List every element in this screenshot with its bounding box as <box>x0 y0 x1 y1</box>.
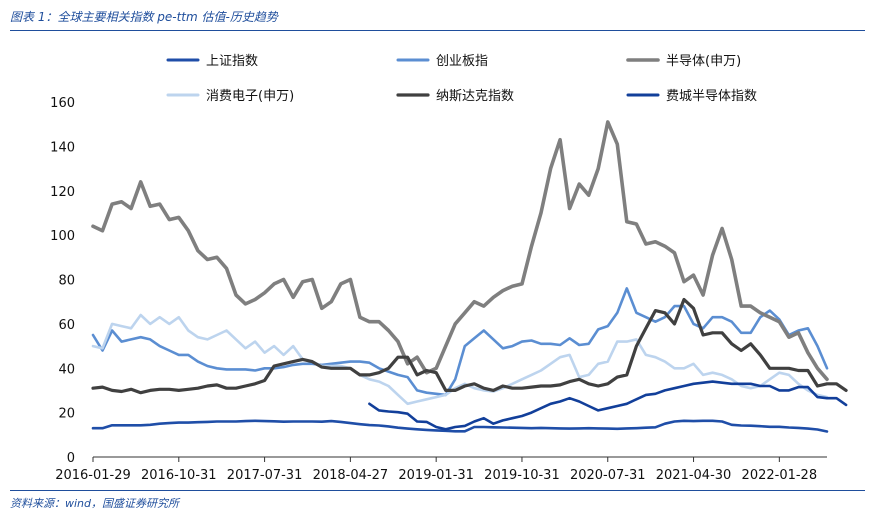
series-line-nasdaq <box>91 297 848 395</box>
legend-label: 半导体(申万) <box>666 54 741 69</box>
y-tick-label: 140 <box>50 140 75 155</box>
series-line-shanghai <box>91 419 829 433</box>
legend-label: 费城半导体指数 <box>666 89 757 104</box>
legend-item-chinext: 创业板指 <box>396 54 488 69</box>
x-tick-label: 2019-10-31 <box>484 468 560 483</box>
legend-item-shanghai: 上证指数 <box>166 54 258 69</box>
legend-label: 上证指数 <box>206 54 258 69</box>
y-tick-label: 80 <box>58 274 75 289</box>
series-line-chinext <box>91 287 829 397</box>
series-line-philadelphia-semi <box>368 380 848 431</box>
figure-title: 图表 1：全球主要相关指数 pe-ttm 估值-历史趋势 <box>10 10 278 24</box>
source-divider <box>10 490 865 491</box>
y-tick-label: 20 <box>58 407 75 422</box>
x-tick-label: 2016-10-31 <box>141 468 217 483</box>
x-tick-label: 2021-04-30 <box>656 468 732 483</box>
title-divider <box>10 30 865 31</box>
x-tick-label: 2016-01-29 <box>55 468 131 483</box>
legend-item-semiconductor: 半导体(申万) <box>626 54 741 69</box>
legend-item-philadelphia-semi: 费城半导体指数 <box>626 89 757 104</box>
legend-label: 纳斯达克指数 <box>436 89 514 104</box>
x-tick-label: 2017-07-31 <box>227 468 303 483</box>
y-axis: 0 20 40 60 80 100 120 140 160 <box>50 96 75 466</box>
y-tick-label: 0 <box>67 451 75 466</box>
x-tick-label: 2019-01-31 <box>398 468 474 483</box>
series-line-consumer-electronics <box>91 313 829 406</box>
legend-label: 消费电子(申万) <box>206 89 294 104</box>
x-tick-label: 2020-07-31 <box>570 468 646 483</box>
x-tick-label: 2018-04-27 <box>313 468 389 483</box>
y-tick-label: 60 <box>58 318 75 333</box>
x-tick-label: 2022-01-28 <box>742 468 818 483</box>
legend-label: 创业板指 <box>436 54 488 69</box>
y-tick-label: 40 <box>58 362 75 377</box>
source-note: 资料来源：wind，国盛证券研究所 <box>10 497 180 510</box>
legend-item-nasdaq: 纳斯达克指数 <box>396 89 514 104</box>
chart-legend: 上证指数 创业板指 半导体(申万) 消费电子(申万) 纳斯达克指数 费城半导体指数 <box>166 54 757 104</box>
x-axis: 2016-01-29 2016-10-31 2017-07-31 2018-04-27… <box>55 456 827 483</box>
plot-area <box>91 120 848 433</box>
y-tick-label: 100 <box>50 229 75 244</box>
legend-item-consumer-electronics: 消费电子(申万) <box>166 89 294 104</box>
y-tick-label: 160 <box>50 96 75 111</box>
y-tick-label: 120 <box>50 185 75 200</box>
series-line-semiconductor <box>91 120 829 382</box>
